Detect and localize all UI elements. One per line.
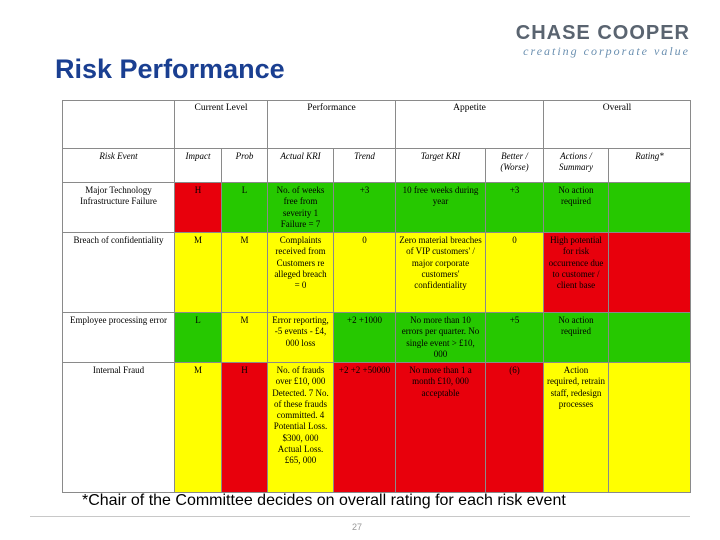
table-row: Employee processing error L M Error repo… — [62, 312, 691, 363]
col-header-risk-event: Risk Event — [62, 148, 175, 183]
cell-actions: Action required, retrain staff, redesign… — [543, 362, 609, 493]
group-header-blank — [62, 100, 175, 149]
cell-prob: H — [221, 362, 268, 493]
cell-target-kri: Zero material breaches of VIP customers'… — [395, 232, 486, 313]
cell-rating — [608, 232, 691, 313]
cell-better-worse: +5 — [485, 312, 544, 363]
cell-actions: No action required — [543, 312, 609, 363]
cell-better-worse: +3 — [485, 182, 544, 233]
cell-rating — [608, 362, 691, 493]
group-header-appetite: Appetite — [395, 100, 544, 149]
group-header-current-level: Current Level — [174, 100, 268, 149]
cell-rating — [608, 312, 691, 363]
cell-actual-kri: No. of frauds over £10, 000 Detected. 7 … — [267, 362, 334, 493]
table-row: Internal Fraud M H No. of frauds over £1… — [62, 362, 691, 493]
cell-actual-kri: No. of weeks free from severity 1 Failur… — [267, 182, 334, 233]
company-tagline: creating corporate value — [523, 44, 690, 58]
cell-actual-kri: Complaints received from Customers re al… — [267, 232, 334, 313]
risk-performance-table: Current Level Performance Appetite Overa… — [62, 100, 691, 493]
cell-risk-event: Internal Fraud — [62, 362, 175, 493]
group-header-performance: Performance — [267, 100, 396, 149]
cell-trend: 0 — [333, 232, 396, 313]
col-header-trend: Trend — [333, 148, 396, 183]
cell-prob: L — [221, 182, 268, 233]
col-header-rating: Rating* — [608, 148, 691, 183]
cell-actual-kri: Error reporting, -5 events - £4, 000 los… — [267, 312, 334, 363]
cell-target-kri: No more than 10 errors per quarter. No s… — [395, 312, 486, 363]
group-header-overall: Overall — [543, 100, 691, 149]
cell-prob: M — [221, 232, 268, 313]
cell-target-kri: 10 free weeks during year — [395, 182, 486, 233]
cell-trend: +2 +1000 — [333, 312, 396, 363]
table-row: Major Technology Infrastructure Failure … — [62, 182, 691, 233]
col-header-target-kri: Target KRI — [395, 148, 486, 183]
cell-impact: M — [174, 362, 222, 493]
footnote: *Chair of the Committee decides on overa… — [82, 492, 566, 509]
cell-impact: M — [174, 232, 222, 313]
company-logo: CHASE COOPER — [515, 22, 690, 44]
col-header-prob: Prob — [221, 148, 268, 183]
col-header-impact: Impact — [174, 148, 222, 183]
cell-actions: High potential for risk occurrence due t… — [543, 232, 609, 313]
cell-impact: L — [174, 312, 222, 363]
cell-risk-event: Employee processing error — [62, 312, 175, 363]
col-header-actual-kri: Actual KRI — [267, 148, 334, 183]
group-header-row: Current Level Performance Appetite Overa… — [62, 100, 691, 149]
cell-better-worse: 0 — [485, 232, 544, 313]
cell-risk-event: Breach of confidentiality — [62, 232, 175, 313]
footer-divider — [30, 516, 690, 517]
page-number: 27 — [352, 522, 363, 532]
slide-title: Risk Performance — [55, 54, 285, 84]
table-row: Breach of confidentiality M M Complaints… — [62, 232, 691, 313]
cell-trend: +2 +2 +50000 — [333, 362, 396, 493]
col-header-better-worse: Better / (Worse) — [485, 148, 544, 183]
cell-impact: H — [174, 182, 222, 233]
cell-prob: M — [221, 312, 268, 363]
cell-better-worse: (6) — [485, 362, 544, 493]
cell-actions: No action required — [543, 182, 609, 233]
cell-rating — [608, 182, 691, 233]
cell-target-kri: No more than 1 a month £10, 000 acceptab… — [395, 362, 486, 493]
cell-trend: +3 — [333, 182, 396, 233]
column-header-row: Risk Event Impact Prob Actual KRI Trend … — [62, 148, 691, 183]
col-header-actions: Actions / Summary — [543, 148, 609, 183]
cell-risk-event: Major Technology Infrastructure Failure — [62, 182, 175, 233]
